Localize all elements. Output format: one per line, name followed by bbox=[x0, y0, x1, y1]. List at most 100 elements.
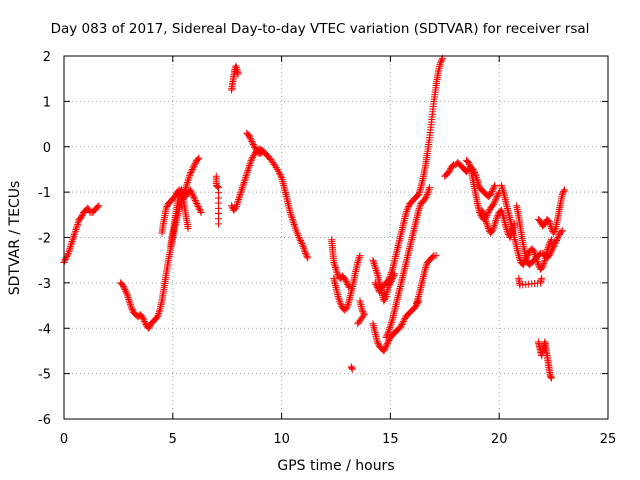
data-point bbox=[546, 239, 554, 247]
data-point bbox=[426, 184, 434, 192]
data-point bbox=[242, 172, 250, 180]
data-point bbox=[237, 189, 245, 197]
data-point bbox=[334, 270, 342, 278]
data-point bbox=[274, 167, 282, 175]
data-point bbox=[236, 192, 244, 200]
data-point bbox=[272, 164, 280, 172]
series-arc-22 bbox=[513, 202, 566, 269]
data-point bbox=[84, 204, 92, 212]
data-point bbox=[231, 205, 239, 213]
data-point bbox=[243, 170, 251, 178]
data-point bbox=[422, 193, 430, 201]
data-point bbox=[63, 252, 71, 260]
data-point bbox=[71, 227, 79, 235]
data-point bbox=[333, 267, 341, 275]
data-point bbox=[186, 172, 194, 180]
data-point bbox=[545, 240, 553, 248]
data-point bbox=[547, 247, 555, 255]
data-point bbox=[299, 241, 307, 249]
data-point bbox=[186, 186, 194, 194]
data-point bbox=[386, 322, 394, 330]
data-point bbox=[523, 257, 531, 265]
data-point bbox=[551, 226, 559, 234]
data-point bbox=[465, 159, 473, 167]
data-point bbox=[479, 209, 487, 217]
data-point bbox=[244, 167, 252, 175]
data-point bbox=[553, 235, 561, 243]
data-point bbox=[492, 216, 500, 224]
data-point bbox=[371, 263, 379, 271]
data-point bbox=[356, 252, 364, 260]
data-point bbox=[399, 319, 407, 327]
data-point bbox=[387, 270, 395, 278]
data-point bbox=[68, 237, 76, 245]
data-point bbox=[331, 264, 339, 272]
data-point bbox=[127, 302, 135, 310]
data-point bbox=[413, 298, 421, 306]
data-point bbox=[549, 244, 557, 252]
data-point bbox=[182, 184, 190, 192]
data-point bbox=[246, 134, 254, 142]
data-point bbox=[547, 373, 555, 381]
data-point bbox=[547, 237, 555, 245]
data-point bbox=[250, 142, 258, 150]
y-tick-label: -3 bbox=[38, 277, 51, 292]
data-point bbox=[415, 206, 423, 214]
data-point bbox=[464, 157, 472, 165]
data-point bbox=[64, 251, 72, 259]
data-point bbox=[237, 187, 245, 195]
data-point bbox=[445, 168, 453, 176]
data-point bbox=[354, 258, 362, 266]
data-point bbox=[233, 201, 241, 209]
series-arc-12 bbox=[354, 297, 368, 328]
y-tick-label: -4 bbox=[38, 322, 51, 337]
data-point bbox=[354, 257, 362, 265]
data-point bbox=[531, 249, 539, 257]
data-point bbox=[550, 227, 558, 235]
data-point bbox=[78, 212, 86, 220]
data-point bbox=[294, 232, 302, 240]
data-point bbox=[436, 59, 444, 67]
series-arc-18 bbox=[441, 159, 499, 201]
data-point bbox=[421, 265, 429, 273]
data-point bbox=[190, 193, 198, 201]
data-point bbox=[415, 190, 423, 198]
data-point bbox=[334, 292, 342, 300]
data-point bbox=[497, 181, 505, 189]
data-point bbox=[123, 290, 131, 298]
data-point bbox=[343, 304, 351, 312]
data-point bbox=[195, 154, 203, 162]
data-point bbox=[188, 190, 196, 198]
data-point bbox=[73, 222, 81, 230]
data-point bbox=[402, 209, 410, 217]
data-point bbox=[491, 218, 499, 226]
data-point bbox=[248, 137, 256, 145]
data-point bbox=[155, 308, 163, 316]
data-point bbox=[384, 329, 392, 337]
data-point bbox=[424, 187, 432, 195]
data-point bbox=[247, 136, 255, 144]
data-point bbox=[372, 265, 380, 273]
data-point bbox=[499, 186, 507, 194]
data-point bbox=[341, 276, 349, 284]
data-point bbox=[553, 237, 561, 245]
data-point bbox=[330, 260, 338, 268]
y-tick-label: -5 bbox=[38, 368, 51, 383]
data-point bbox=[238, 184, 246, 192]
series-arc-01 bbox=[60, 202, 103, 266]
data-point bbox=[541, 220, 549, 228]
data-point bbox=[489, 186, 497, 194]
data-point bbox=[380, 297, 388, 305]
data-point bbox=[437, 57, 445, 65]
data-point bbox=[141, 319, 149, 327]
y-tick-label: 0 bbox=[43, 141, 51, 156]
data-points bbox=[60, 54, 568, 382]
data-point bbox=[119, 281, 127, 289]
data-point bbox=[486, 190, 494, 198]
data-point bbox=[423, 190, 431, 198]
data-point bbox=[555, 232, 563, 240]
data-point bbox=[355, 253, 363, 261]
y-tick-label: 1 bbox=[43, 95, 51, 110]
data-point bbox=[190, 162, 198, 170]
data-point bbox=[558, 190, 566, 198]
